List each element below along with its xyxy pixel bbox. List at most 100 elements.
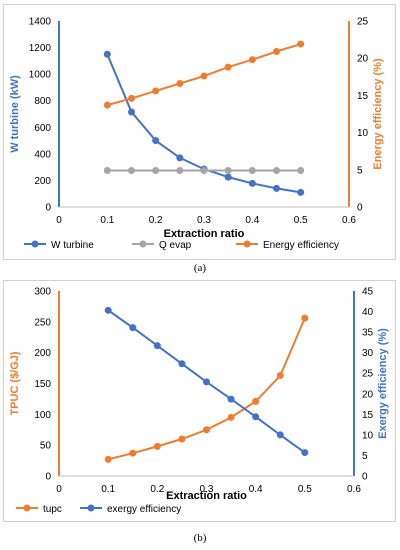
right-y-axis-title: Energy efficiency (%): [372, 58, 384, 170]
left-y-tick-label: 300: [34, 287, 51, 298]
x-tick-label: 0.2: [149, 215, 163, 226]
right-y-tick-label: 25: [357, 17, 369, 28]
right-y-tick-label: 5: [357, 165, 363, 176]
q-evap-point: [200, 166, 208, 174]
left-y-tick-label: 0: [45, 203, 51, 214]
right-y-tick-label: 0: [362, 472, 368, 483]
energy-efficiency-point: [297, 40, 305, 48]
left-y-tick-label: 400: [34, 149, 51, 160]
left-y-tick-label: 1400: [29, 17, 52, 28]
x-tick-label: 0.4: [245, 215, 259, 226]
w-turbine-point: [297, 188, 305, 196]
exergy-efficiency-point: [252, 413, 260, 421]
tupc-point: [252, 397, 260, 405]
energy-efficiency-point: [128, 94, 135, 102]
w-turbine-point: [176, 154, 184, 162]
energy-efficiency-point: [152, 87, 160, 95]
right-y-tick-label: 45: [362, 287, 374, 298]
right-y-tick-label: 35: [362, 328, 374, 339]
q-evap-point: [224, 166, 232, 174]
tupc-point: [203, 426, 210, 434]
w-turbine-point: [273, 184, 280, 192]
left-y-axis-title: TPUC ($/GJ): [9, 351, 21, 416]
energy-efficiency-point: [176, 79, 184, 87]
w-turbine-point: [103, 50, 111, 58]
tupc-point: [301, 314, 309, 322]
q-evap-point: [128, 166, 135, 174]
energy-efficiency-point: [103, 101, 111, 109]
tupc-point: [129, 449, 137, 457]
left-y-tick-label: 50: [40, 441, 52, 452]
x-tick-label: 0.1: [101, 484, 115, 495]
chart-b-svg: 0 0.1 0.2 0.3 0.4 0.5 0.6050100150200250300051…: [9, 287, 389, 516]
w-turbine-point: [224, 173, 232, 181]
x-tick-label: 0.5: [294, 215, 308, 226]
q-evap-point: [273, 166, 280, 174]
x-axis-title: Extraction ratio: [164, 228, 245, 240]
q-evap-point: [152, 166, 160, 174]
left-y-tick-label: 800: [34, 96, 51, 107]
q-evap-point: [297, 166, 305, 174]
q-evap-point: [176, 166, 184, 174]
left-y-axis-title: W turbine (kW): [9, 75, 21, 153]
right-y-tick-label: 40: [362, 307, 374, 318]
tupc-point: [227, 413, 235, 421]
panel-a-caption: (a): [193, 262, 207, 274]
right-y-tick-label: 20: [357, 54, 369, 65]
left-y-tick-label: 0: [45, 472, 51, 483]
w-turbine-point: [152, 137, 160, 145]
x-tick-label: 0.4: [249, 484, 263, 495]
x-tick-label: 0.6: [342, 215, 356, 226]
x-tick-label: 0.1: [100, 215, 114, 226]
tupc-point: [104, 455, 112, 463]
left-y-tick-label: 1200: [29, 43, 52, 54]
panel-b-caption: (b): [193, 532, 207, 544]
w-turbine-legend-marker: [31, 240, 39, 248]
right-y-tick-label: 30: [362, 348, 374, 359]
exergy-efficiency-point: [203, 378, 210, 386]
exergy-efficiency-legend-marker: [87, 504, 95, 512]
chart-a-svg: 0 0.1 0.2 0.3 0.4 0.5 0.6020040060080010001200…: [9, 17, 384, 252]
chart-panel-a: 0 0.1 0.2 0.3 0.4 0.5 0.6 0 200 400 600 800 1000 1200…: [3, 4, 396, 260]
x-tick-label: 0.2: [150, 484, 164, 495]
right-y-tick-label: 15: [357, 91, 369, 102]
exergy-efficiency-point: [153, 342, 161, 350]
energy-efficiency-point: [273, 48, 280, 56]
tupc-point: [276, 371, 284, 379]
exergy-efficiency-point: [301, 449, 309, 457]
q-evap-point: [103, 166, 111, 174]
right-y-tick-label: 25: [362, 369, 374, 380]
tupc-line: [107, 317, 306, 461]
left-y-tick-label: 150: [34, 379, 51, 390]
energy-efficiency-point: [224, 63, 232, 71]
w-turbine-point: [248, 179, 256, 187]
x-tick-label: 0.3: [197, 215, 211, 226]
tupc-point: [178, 435, 186, 443]
left-y-tick-label: 600: [34, 123, 51, 134]
energy-efficiency-legend-marker: [243, 240, 251, 248]
w-turbine-legend-label: W turbine: [51, 240, 94, 251]
right-y-tick-label: 20: [362, 389, 374, 400]
tupc-legend-label: tupc: [43, 504, 62, 515]
left-y-tick-label: 200: [34, 176, 51, 187]
right-y-tick-label: 15: [362, 410, 374, 421]
tupc-legend-marker: [23, 504, 31, 512]
right-y-tick-label: 10: [362, 430, 374, 441]
right-y-tick-label: 10: [357, 128, 369, 139]
left-y-tick-label: 250: [34, 317, 51, 328]
energy-efficiency-legend-label: Energy efficiency: [263, 240, 339, 251]
exergy-efficiency-point: [104, 306, 112, 314]
x-tick-label: 0: [56, 215, 62, 226]
right-y-tick-label: 5: [362, 451, 368, 462]
left-y-tick-label: 100: [34, 410, 51, 421]
x-tick-label: 0: [56, 484, 62, 495]
x-tick-label: 0.5: [298, 484, 312, 495]
exergy-efficiency-point: [276, 431, 284, 439]
tupc-point: [153, 442, 161, 450]
x-axis-title: Extraction ratio: [166, 490, 247, 502]
q-evap-legend-marker: [139, 240, 147, 248]
x-tick-label: 0.3: [200, 484, 214, 495]
q-evap-point: [248, 166, 256, 174]
chart-panel-b: 0 0.1 0.2 0.3 0.4 0.5 0.6 0 50 100 150 200 250 300 0 5 1…: [3, 280, 396, 522]
right-y-axis-title: Exergy efficiency (%): [377, 328, 389, 439]
